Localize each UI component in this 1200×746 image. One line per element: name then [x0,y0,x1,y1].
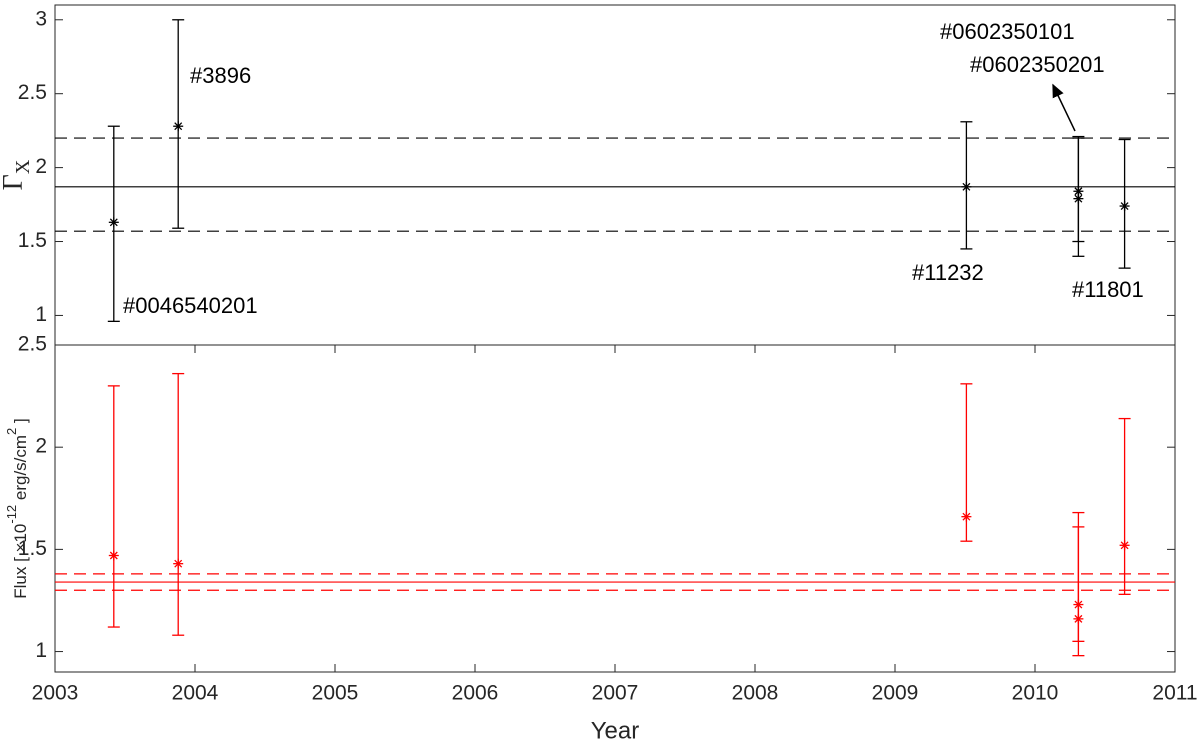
y-axis-label: Flux [ ×10-12 erg/s/cm2 ] [4,418,30,599]
marker-stroke [962,512,971,521]
error-bar [1072,526,1085,657]
marker-stroke [1120,541,1129,550]
annotation: #3896 [190,63,251,88]
y-axis-label-subscript: X [12,159,34,174]
marker-stroke [109,551,118,560]
x-tick-label: 2004 [172,682,219,705]
marker-stroke [174,122,183,131]
point-marker [1119,540,1130,551]
y-axis-label-part: ] [11,418,30,427]
point-marker [961,511,972,522]
y-tick-label: 2.5 [18,81,47,104]
annotation: #0602350101 [940,19,1075,44]
x-tick-label: 2006 [452,682,499,705]
x-tick-label: 2005 [312,682,359,705]
y-tick-label: 2.5 [18,333,47,356]
y-tick-label: 2 [35,155,47,178]
x-tick-label: 2010 [1012,682,1059,705]
x-tick-label: 2008 [732,682,779,705]
point-marker [1119,201,1130,212]
annotation: #11801 [1072,277,1144,302]
point-marker [108,550,119,561]
marker-stroke [1120,202,1129,211]
y-axis-label-superscript: -12 [4,505,19,524]
y-tick-label: 1 [35,639,47,662]
marker-stroke [1074,194,1083,203]
annotation-arrow [1052,83,1076,132]
marker-stroke [962,182,971,191]
y-tick-label: 3 [35,7,47,30]
y-axis-label-part: Flux [ ×10 [11,524,30,599]
marker-stroke [1074,614,1083,623]
y-tick-label: 2 [35,435,47,458]
marker-stroke [109,218,118,227]
error-bar [1118,417,1131,595]
point-marker [108,217,119,228]
y-tick-label: 1 [35,303,47,326]
x-tick-label: 2009 [872,682,919,705]
y-axis-label-part: erg/s/cm [11,435,30,505]
point-marker [961,181,972,192]
x-tick-label: 2011 [1152,682,1197,705]
x-axis-label: Year [591,717,640,744]
annotation: #0602350201 [970,52,1105,77]
y-tick-label: 1.5 [18,537,47,560]
y-axis-label: ΓX [0,159,34,190]
annotation: #11232 [912,260,984,285]
x-tick-label: 2003 [32,682,79,705]
point-marker [1073,193,1084,204]
point-marker [1073,613,1084,624]
annotation: #0046540201 [123,293,258,318]
plot-frame [54,344,1176,673]
error-bar [107,385,120,628]
y-axis-label-superscript: 2 [4,428,19,435]
point-marker [173,558,184,569]
error-bar [172,372,185,636]
y-axis-label-main: Γ [0,174,29,190]
y-tick-label: 1.5 [18,229,47,252]
marker-stroke [174,559,183,568]
point-marker [173,121,184,132]
x-tick-label: 2007 [592,682,639,705]
